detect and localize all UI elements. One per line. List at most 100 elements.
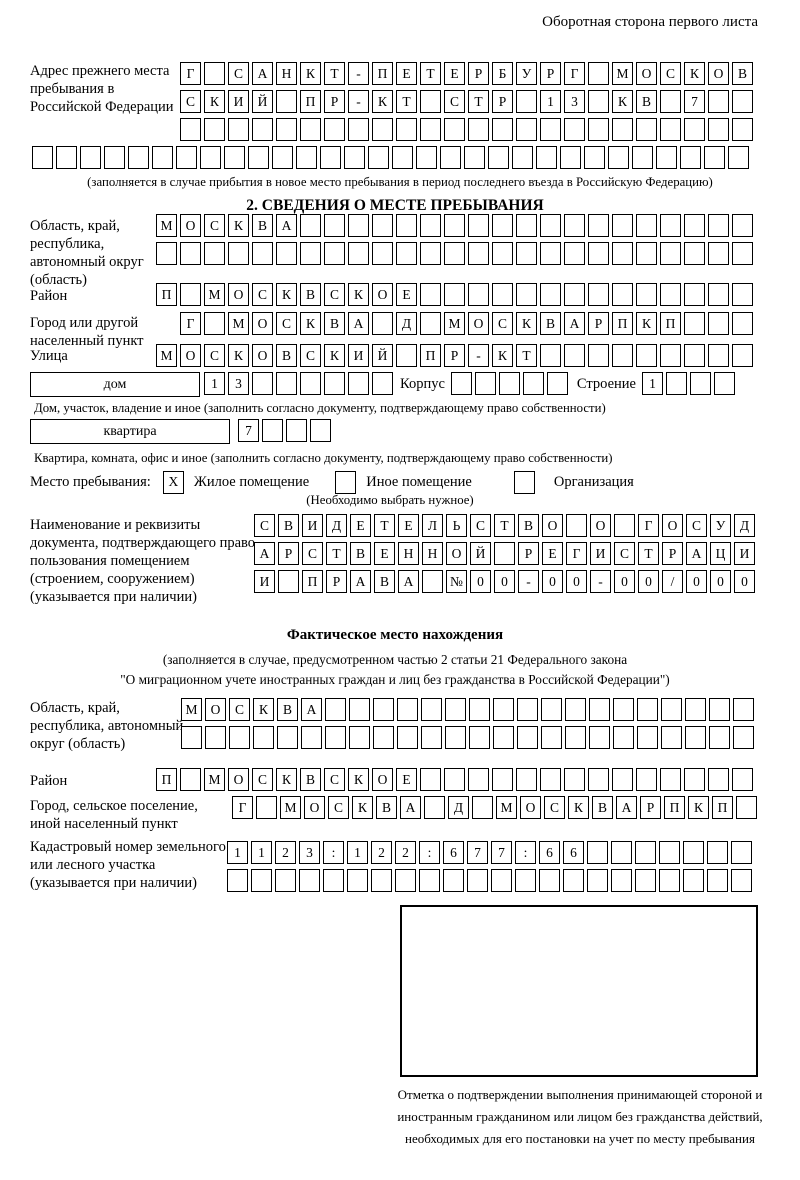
char-cell[interactable]: 0 (470, 570, 491, 593)
char-cell[interactable]: Г (564, 62, 585, 85)
char-cell[interactable] (349, 698, 370, 721)
char-cell[interactable] (445, 698, 466, 721)
char-cell[interactable]: С (470, 514, 491, 537)
char-cell[interactable] (637, 726, 658, 749)
char-cell[interactable]: О (520, 796, 541, 819)
char-cell[interactable] (396, 118, 417, 141)
char-cell[interactable] (611, 841, 632, 864)
char-cell[interactable]: 6 (539, 841, 560, 864)
char-cell[interactable] (372, 312, 393, 335)
char-cell[interactable] (708, 242, 729, 265)
char-cell[interactable]: Е (396, 283, 417, 306)
char-cell[interactable] (728, 146, 749, 169)
char-cell[interactable] (80, 146, 101, 169)
char-cell[interactable]: К (612, 90, 633, 113)
char-cell[interactable]: - (348, 62, 369, 85)
char-cell[interactable] (373, 698, 394, 721)
char-cell[interactable] (320, 146, 341, 169)
char-cell[interactable]: Б (492, 62, 513, 85)
char-cell[interactable]: - (348, 90, 369, 113)
char-cell[interactable] (180, 768, 201, 791)
char-cell[interactable]: Р (278, 542, 299, 565)
checkbox-cell[interactable] (335, 470, 357, 494)
char-cell[interactable]: К (228, 214, 249, 237)
char-cell[interactable]: О (252, 312, 273, 335)
char-cell[interactable] (56, 146, 77, 169)
char-cell[interactable] (516, 768, 537, 791)
char-cell[interactable] (661, 726, 682, 749)
char-cell[interactable] (565, 726, 586, 749)
char-cell[interactable] (539, 869, 560, 892)
char-cell[interactable]: В (636, 90, 657, 113)
char-cell[interactable] (349, 726, 370, 749)
char-cell[interactable] (300, 214, 321, 237)
char-cell[interactable] (736, 796, 757, 819)
char-cell[interactable] (660, 214, 681, 237)
char-cell[interactable]: С (276, 312, 297, 335)
char-cell[interactable]: 3 (228, 372, 249, 395)
char-cell[interactable]: № (446, 570, 467, 593)
char-cell[interactable]: С (252, 768, 273, 791)
char-cell[interactable] (296, 146, 317, 169)
char-cell[interactable] (420, 214, 441, 237)
char-cell[interactable] (612, 242, 633, 265)
char-cell[interactable]: С (444, 90, 465, 113)
char-cell[interactable]: П (372, 62, 393, 85)
char-cell[interactable] (421, 726, 442, 749)
char-cell[interactable] (564, 768, 585, 791)
char-cell[interactable]: / (662, 570, 683, 593)
char-cell[interactable]: 7 (467, 841, 488, 864)
char-cell[interactable]: О (180, 344, 201, 367)
char-cell[interactable]: К (324, 344, 345, 367)
char-cell[interactable]: О (228, 283, 249, 306)
char-cell[interactable]: П (300, 90, 321, 113)
char-cell[interactable] (684, 283, 705, 306)
char-cell[interactable]: Т (468, 90, 489, 113)
char-cell[interactable]: В (252, 214, 273, 237)
char-cell[interactable] (444, 242, 465, 265)
char-cell[interactable]: А (252, 62, 273, 85)
char-cell[interactable]: М (228, 312, 249, 335)
char-cell[interactable]: С (544, 796, 565, 819)
char-cell[interactable]: С (324, 768, 345, 791)
char-cell[interactable] (348, 118, 369, 141)
char-cell[interactable] (540, 118, 561, 141)
char-cell[interactable] (732, 283, 753, 306)
char-cell[interactable]: К (204, 90, 225, 113)
char-cell[interactable]: Р (640, 796, 661, 819)
char-cell[interactable] (731, 841, 752, 864)
kvartira-type-box[interactable]: квартира (30, 419, 230, 444)
char-cell[interactable] (516, 90, 537, 113)
char-cell[interactable] (732, 768, 753, 791)
char-cell[interactable] (612, 118, 633, 141)
char-cell[interactable] (689, 372, 711, 395)
char-cell[interactable]: А (301, 698, 322, 721)
char-cell[interactable] (636, 344, 657, 367)
char-cell[interactable] (588, 242, 609, 265)
char-cell[interactable] (325, 726, 346, 749)
char-cell[interactable]: В (732, 62, 753, 85)
char-cell[interactable]: А (686, 542, 707, 565)
checkbox-cell[interactable]: X (162, 470, 184, 494)
char-cell[interactable] (708, 118, 729, 141)
char-cell[interactable]: 2 (275, 841, 296, 864)
char-cell[interactable]: С (252, 283, 273, 306)
char-cell[interactable] (560, 146, 581, 169)
char-cell[interactable]: К (688, 796, 709, 819)
char-cell[interactable]: И (302, 514, 323, 537)
char-cell[interactable]: Р (588, 312, 609, 335)
char-cell[interactable] (684, 344, 705, 367)
char-cell[interactable] (277, 726, 298, 749)
char-cell[interactable] (546, 372, 568, 395)
char-cell[interactable]: Д (734, 514, 755, 537)
char-cell[interactable] (371, 869, 392, 892)
char-cell[interactable]: Ц (710, 542, 731, 565)
char-cell[interactable]: Р (324, 90, 345, 113)
char-cell[interactable]: 2 (371, 841, 392, 864)
char-cell[interactable] (252, 118, 273, 141)
char-cell[interactable] (276, 242, 297, 265)
char-cell[interactable] (612, 214, 633, 237)
char-cell[interactable]: Т (420, 62, 441, 85)
char-cell[interactable]: С (492, 312, 513, 335)
char-cell[interactable] (416, 146, 437, 169)
